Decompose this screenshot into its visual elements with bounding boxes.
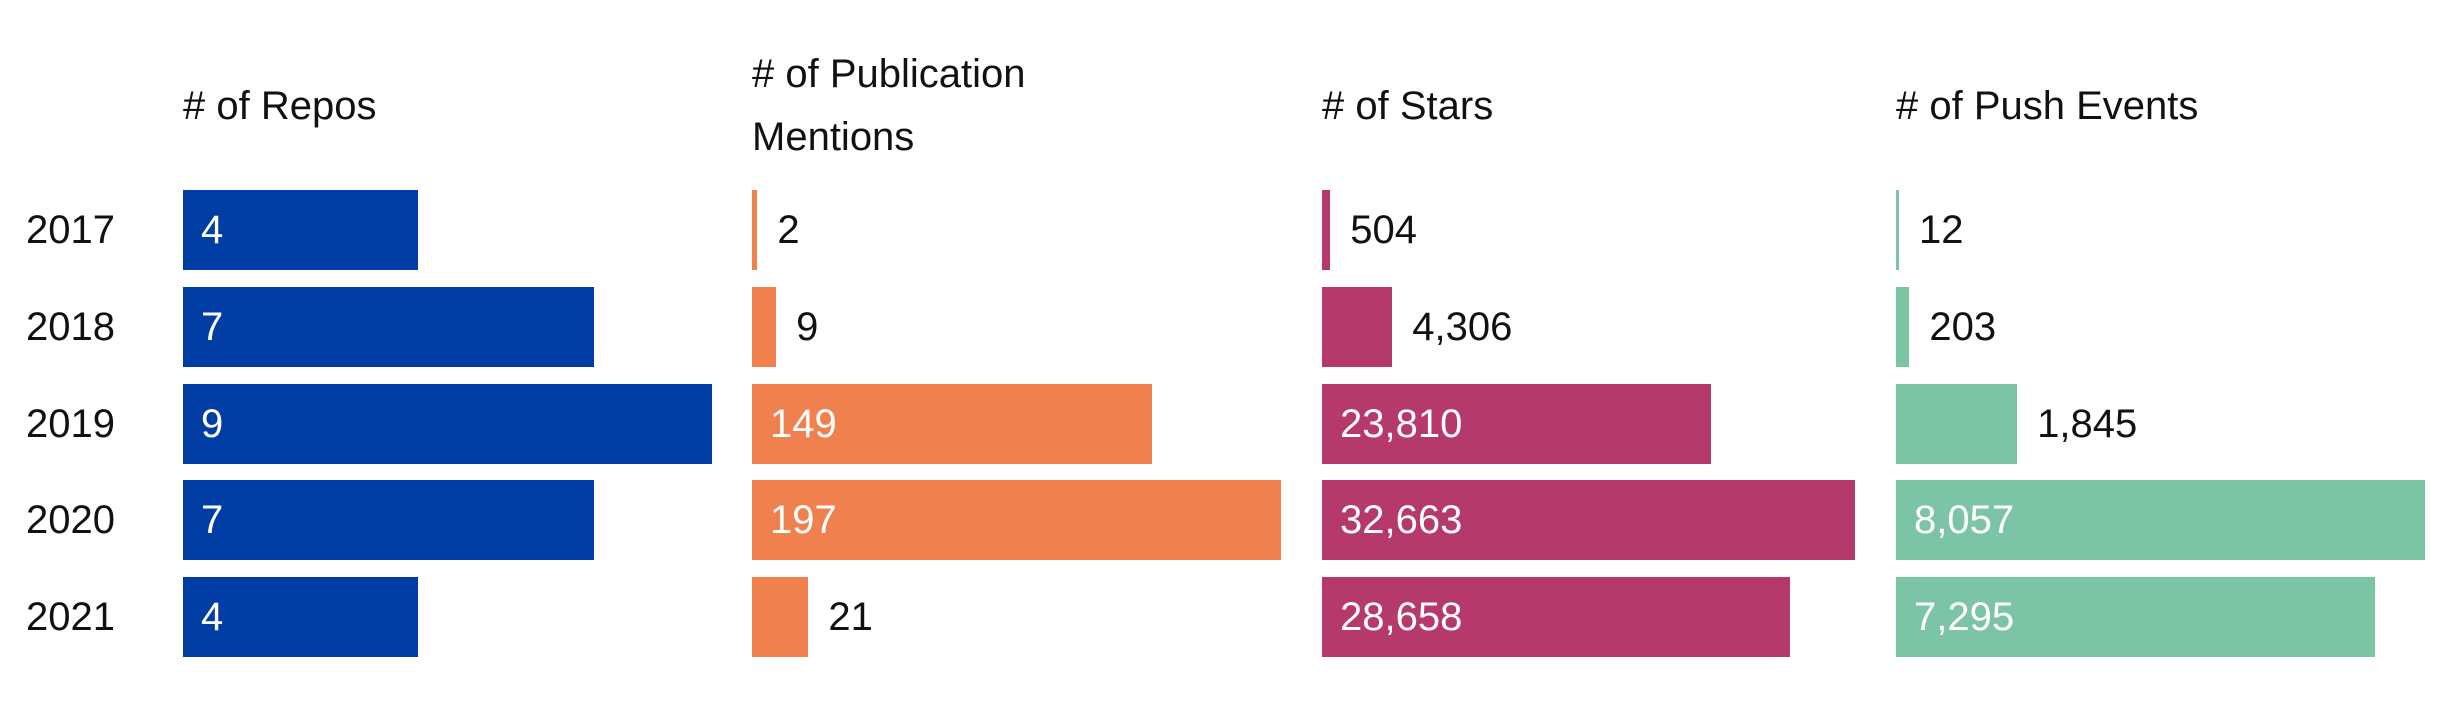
bar — [1896, 577, 2375, 657]
data-label: 9 — [201, 402, 224, 446]
bar — [1896, 384, 2018, 464]
bar — [183, 577, 419, 657]
data-label: 149 — [770, 402, 837, 446]
data-label: 7,295 — [1914, 595, 2015, 639]
column-header: Mentions — [752, 115, 915, 159]
data-label: 12 — [1919, 208, 1964, 252]
column-header: # of Push Events — [1896, 84, 2199, 128]
data-label: 7 — [201, 498, 224, 542]
year-label: 2021 — [26, 595, 115, 639]
bar — [183, 480, 595, 560]
year-label: 2018 — [26, 305, 115, 349]
bar — [1896, 480, 2425, 560]
data-label: 7 — [201, 305, 224, 349]
year-label: 2019 — [26, 402, 115, 446]
data-label: 28,658 — [1340, 595, 1463, 639]
bar — [1896, 287, 1910, 367]
bar — [183, 384, 712, 464]
data-label: 1,845 — [2037, 402, 2138, 446]
bar — [1896, 190, 1899, 270]
data-label: 197 — [770, 498, 837, 542]
bar — [1322, 384, 1711, 464]
data-label: 9 — [796, 305, 819, 349]
data-label: 32,663 — [1340, 498, 1463, 542]
year-label: 2017 — [26, 208, 115, 252]
column-header: # of Stars — [1322, 84, 1494, 128]
column-header: # of Publication — [752, 52, 1026, 96]
bar — [752, 287, 777, 367]
data-label: 2 — [777, 208, 800, 252]
bar — [1322, 480, 1855, 560]
data-label: 23,810 — [1340, 402, 1463, 446]
data-label: 203 — [1929, 305, 1997, 349]
column-header: # of Repos — [183, 84, 377, 128]
bar — [1322, 287, 1393, 367]
bar — [183, 287, 595, 367]
data-label: 21 — [828, 595, 873, 639]
data-label: 4 — [201, 595, 224, 639]
bar — [1322, 577, 1790, 657]
bar — [752, 480, 1281, 560]
data-label: 4 — [201, 208, 224, 252]
year-label: 2020 — [26, 498, 115, 542]
data-label: 8,057 — [1914, 498, 2015, 542]
data-label: 4,306 — [1412, 305, 1513, 349]
data-label: 504 — [1350, 208, 1417, 252]
bar — [752, 384, 1153, 464]
bar — [183, 190, 419, 270]
bar — [1322, 190, 1331, 270]
bar — [752, 190, 758, 270]
bar — [752, 577, 809, 657]
